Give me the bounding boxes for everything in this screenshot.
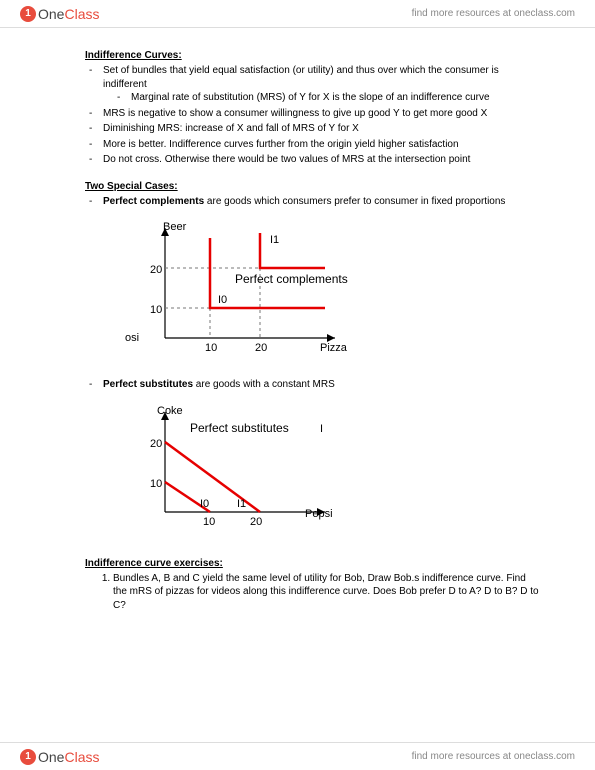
substitutes-chart: 10 20 10 20 Coke Pepsi I0 I1 I Perfect s… (125, 402, 540, 542)
bullet: Perfect complements are goods which cons… (103, 195, 540, 209)
indifference-title: Indifference Curves: (85, 50, 540, 61)
logo-text-one: One (38, 749, 64, 765)
xtick-20: 20 (255, 342, 267, 354)
page-header: 1 OneClass find more resources at onecla… (0, 0, 595, 28)
page-footer: 1 OneClass find more resources at onecla… (0, 742, 595, 770)
bullet-text: Set of bundles that yield equal satisfac… (103, 65, 499, 90)
bullet: More is better. Indifference curves furt… (103, 138, 540, 152)
header-link[interactable]: find more resources at oneclass.com (412, 8, 575, 19)
complements-chart: 10 20 10 20 Beer Pizza osi I0 I1 Perfect… (125, 218, 540, 368)
footer-logo: 1 OneClass (20, 749, 99, 765)
substitutes-label: Perfect substitutes (103, 379, 193, 390)
y-axis-label: Coke (157, 405, 183, 417)
exercise-item: Bundles A, B and C yield the same level … (113, 572, 540, 613)
exercises-list: Bundles A, B and C yield the same level … (85, 572, 540, 613)
chart-title: Perfect complements (235, 272, 348, 286)
left-trunc-label: osi (125, 332, 139, 344)
y-axis-label: Beer (163, 221, 187, 233)
logo-icon: 1 (20, 6, 36, 22)
ytick-20: 20 (150, 438, 162, 450)
ytick-10: 10 (150, 478, 162, 490)
bullet: Diminishing MRS: increase of X and fall … (103, 122, 540, 136)
logo-icon: 1 (20, 749, 36, 765)
complements-text: are goods which consumers prefer to cons… (204, 196, 505, 207)
special-cases-title: Two Special Cases: (85, 181, 540, 192)
substitutes-list: Perfect substitutes are goods with a con… (85, 378, 540, 392)
bullet: MRS is negative to show a consumer willi… (103, 107, 540, 121)
xtick-10: 10 (205, 342, 217, 354)
x-axis-label: Pepsi (305, 508, 333, 520)
i1-label: I1 (270, 234, 279, 246)
xtick-10: 10 (203, 516, 215, 528)
sub-bullet: Marginal rate of substitution (MRS) of Y… (131, 91, 540, 105)
footer-link[interactable]: find more resources at oneclass.com (412, 751, 575, 762)
exercises-title: Indifference curve exercises: (85, 558, 540, 569)
i0-label: I0 (200, 498, 209, 510)
substitutes-svg: 10 20 10 20 Coke Pepsi I0 I1 I Perfect s… (125, 402, 365, 542)
indifference-bullets: Set of bundles that yield equal satisfac… (85, 64, 540, 167)
xtick-20: 20 (250, 516, 262, 528)
x-axis-label: Pizza (320, 342, 348, 354)
document-body: Indifference Curves: Set of bundles that… (85, 50, 540, 612)
bullet: Set of bundles that yield equal satisfac… (103, 64, 540, 105)
substitutes-text: are goods with a constant MRS (193, 379, 335, 390)
ytick-20: 20 (150, 264, 162, 276)
logo-text-class: Class (64, 6, 99, 22)
complements-svg: 10 20 10 20 Beer Pizza osi I0 I1 Perfect… (125, 218, 365, 368)
i0-label: I0 (218, 294, 227, 306)
i-label: I (320, 423, 323, 435)
ytick-10: 10 (150, 304, 162, 316)
bullet: Do not cross. Otherwise there would be t… (103, 153, 540, 167)
bullet: Perfect substitutes are goods with a con… (103, 378, 540, 392)
i1-label: I1 (237, 498, 246, 510)
complements-label: Perfect complements (103, 196, 204, 207)
special-cases-list: Perfect complements are goods which cons… (85, 195, 540, 209)
logo-text-one: One (38, 6, 64, 22)
logo: 1 OneClass (20, 6, 99, 22)
logo-text-class: Class (64, 749, 99, 765)
chart-title: Perfect substitutes (190, 421, 289, 435)
